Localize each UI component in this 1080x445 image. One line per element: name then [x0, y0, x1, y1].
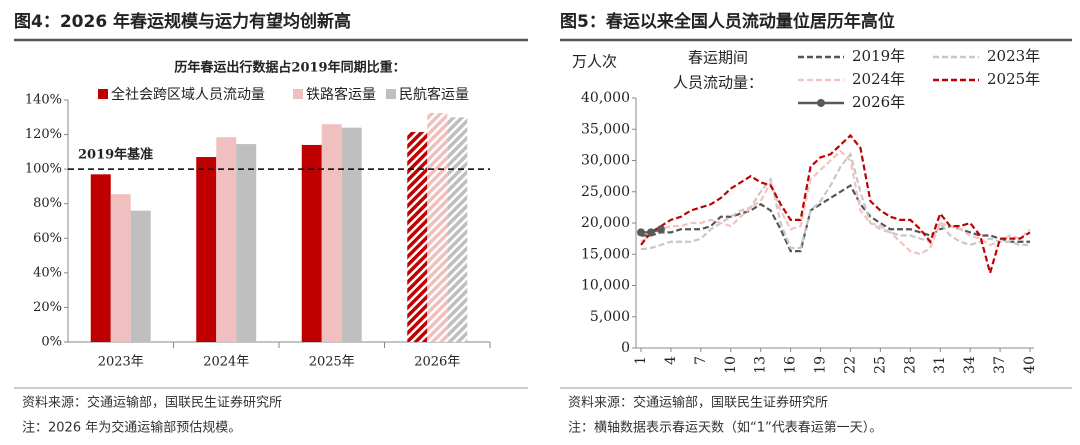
- bar: [216, 137, 237, 342]
- y-tick-label: 20,000: [581, 215, 630, 231]
- x-tick-label: 13: [753, 356, 769, 374]
- series-line: [640, 133, 1031, 278]
- bar: [447, 117, 468, 343]
- y-tick-label: 80%: [33, 196, 62, 211]
- legend-label: 2023年: [987, 47, 1040, 65]
- y-tick-label: 40%: [33, 265, 62, 280]
- y-tick-label: 30,000: [581, 153, 630, 169]
- series-line: [640, 149, 1031, 256]
- x-tick-label: 7: [693, 356, 709, 365]
- legend-label: 铁路客运量: [306, 86, 376, 103]
- bar: [321, 124, 342, 342]
- bar: [301, 144, 322, 342]
- point: [646, 228, 655, 237]
- source: 资料来源：交通运输部，国联民生证券研究所: [568, 395, 828, 411]
- x-tick-label: 10: [723, 356, 739, 374]
- x-tick-label: 4: [663, 356, 679, 365]
- bar: [110, 194, 131, 342]
- y-tick-label: 0%: [41, 335, 62, 350]
- y-tick-label: 120%: [25, 127, 62, 142]
- x-tick-label: 34: [962, 356, 978, 374]
- y-tick-label: 15,000: [581, 246, 630, 262]
- legend-label: 2024年: [852, 70, 905, 88]
- legend-label: 民航客运量: [399, 86, 469, 103]
- x-tick-label: 2023年: [98, 355, 144, 370]
- legend-title: 春运期间: [688, 49, 748, 67]
- series-line: [640, 151, 1030, 251]
- bar: [427, 112, 448, 342]
- bar: [341, 127, 362, 343]
- bar: [196, 157, 217, 342]
- legend-label: 全社会跨区域人员流动量: [111, 86, 265, 103]
- x-tick-label: 40: [1022, 356, 1038, 374]
- legend-marker: [817, 99, 825, 107]
- y-tick-label: 100%: [25, 162, 62, 177]
- x-tick-label: 16: [783, 356, 799, 374]
- note: 注：横轴数据表示春运天数（如“1”代表春运第一天）。: [568, 420, 882, 436]
- legend-label: 2019年: [852, 47, 905, 65]
- x-tick-label: 2024年: [203, 355, 249, 370]
- bar: [407, 131, 428, 342]
- x-tick-label: 22: [842, 356, 858, 374]
- x-tick-label: 37: [992, 356, 1008, 374]
- legend-swatch: [293, 89, 303, 99]
- y-tick-label: 40,000: [581, 90, 630, 106]
- bar: [236, 144, 257, 342]
- point: [637, 228, 645, 237]
- bar: [90, 174, 111, 342]
- reference-label: 2019年基准: [78, 147, 153, 163]
- legend-swatch: [98, 89, 108, 99]
- chart-subtitle: 历年春运出行数据占2019年同期比重：: [174, 60, 405, 76]
- bar: [130, 210, 151, 342]
- legend-label: 2026年: [852, 93, 905, 111]
- point: [656, 225, 665, 234]
- legend-label: 2025年: [987, 70, 1040, 88]
- y-tick-label: 35,000: [581, 121, 630, 137]
- x-tick-label: 28: [902, 356, 918, 374]
- y-tick-label: 140%: [25, 93, 62, 108]
- legend-swatch: [386, 89, 396, 99]
- legend-title: 人员流动量：: [673, 74, 763, 92]
- x-tick-label: 1: [633, 356, 649, 365]
- y-tick-label: 25,000: [581, 184, 630, 200]
- chart-title: 图5：春运以来全国人员流动量位居历年高位: [560, 11, 895, 32]
- y-tick-label: 20%: [33, 300, 62, 315]
- y-tick-label: 60%: [33, 231, 62, 246]
- x-tick-label: 2025年: [309, 355, 355, 370]
- note: 注：2026 年为交通运输部预估规模。: [22, 420, 241, 436]
- x-tick-label: 2026年: [414, 355, 460, 370]
- x-tick-label: 31: [932, 356, 948, 374]
- y-axis-label: 万人次: [572, 53, 617, 71]
- chart-title: 图4：2026 年春运规模与运力有望均创新高: [14, 11, 351, 32]
- series-line: [641, 183, 1030, 253]
- source: 资料来源：交通运输部，国联民生证券研究所: [22, 395, 282, 411]
- x-tick-label: 19: [813, 356, 829, 374]
- y-tick-label: 0: [621, 340, 630, 356]
- x-tick-label: 25: [872, 356, 888, 374]
- y-tick-label: 5,000: [590, 309, 630, 325]
- y-tick-label: 10,000: [581, 278, 630, 294]
